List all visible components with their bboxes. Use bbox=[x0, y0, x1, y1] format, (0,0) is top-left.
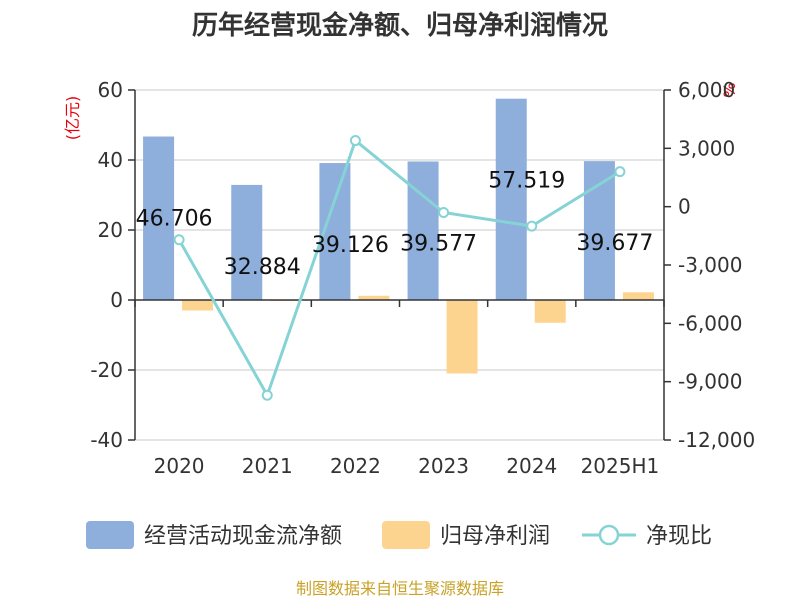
right-tick-label: 0 bbox=[678, 195, 691, 219]
x-tick-label: 2024 bbox=[506, 454, 557, 478]
left-tick-label: 40 bbox=[98, 148, 123, 172]
gridlines bbox=[135, 89, 664, 441]
right-tick-label: -6,000 bbox=[678, 311, 742, 335]
right-tick-label: 6,000 bbox=[678, 78, 735, 102]
cashflow-bar bbox=[231, 184, 263, 300]
ratio-point bbox=[526, 220, 538, 232]
net-profit-bar bbox=[358, 295, 390, 300]
left-tick-label: 0 bbox=[110, 288, 123, 312]
ratio-point bbox=[173, 234, 185, 246]
x-tick-label: 2023 bbox=[418, 454, 469, 478]
cashflow-bar bbox=[407, 161, 439, 300]
ratio-point bbox=[261, 389, 273, 401]
right-axis-unit: % bbox=[720, 82, 739, 97]
left-tick-label: -40 bbox=[90, 428, 123, 452]
right-tick-label: -3,000 bbox=[678, 253, 742, 277]
left-tick-label: 60 bbox=[98, 78, 123, 102]
left-tick-label: 20 bbox=[98, 218, 123, 242]
cashflow-value-label: 46.706 bbox=[136, 207, 213, 232]
cashflow-value-label: 32.884 bbox=[224, 255, 301, 280]
chart-title: 历年经营现金净额、归母净利润情况 bbox=[192, 10, 608, 41]
ratio-point bbox=[349, 135, 361, 147]
net-profit-bar bbox=[446, 300, 478, 374]
right-tick-label: -12,000 bbox=[678, 428, 755, 452]
legend-swatch-net-profit bbox=[382, 521, 430, 549]
x-tick-label: 2020 bbox=[154, 454, 205, 478]
left-axis-unit: (亿元) bbox=[63, 96, 82, 141]
cashflow-value-label: 57.519 bbox=[488, 169, 565, 194]
legend-label-cashflow: 经营活动现金流净额 bbox=[144, 524, 342, 549]
left-tick-label: -20 bbox=[90, 358, 123, 382]
tick-labels: 60 40 20 0 -20 -40 6,000 3,000 0 -3,000 -6,000 -9,0… bbox=[90, 78, 755, 478]
axes bbox=[128, 89, 671, 441]
cashflow-bar bbox=[495, 98, 527, 300]
right-tick-label: 3,000 bbox=[678, 136, 735, 160]
x-tick-label: 2022 bbox=[330, 454, 381, 478]
legend: 经营活动现金流净额 归母净利润 净现比 bbox=[86, 521, 712, 549]
legend-label-net-profit: 归母净利润 bbox=[440, 524, 550, 549]
ratio-line bbox=[173, 135, 626, 401]
net-profit-bar bbox=[622, 292, 654, 300]
cashflow-bar bbox=[143, 136, 175, 300]
data-labels: 46.706 32.884 39.126 39.577 57.519 39.677 bbox=[136, 169, 654, 280]
legend-marker-ratio bbox=[598, 524, 620, 546]
net-profit-bar bbox=[534, 300, 566, 323]
x-tick-label: 2025H1 bbox=[581, 454, 660, 478]
cashflow-value-label: 39.126 bbox=[312, 233, 389, 258]
legend-swatch-cashflow bbox=[86, 521, 134, 549]
cashflow-value-label: 39.677 bbox=[576, 231, 653, 256]
ratio-line-path bbox=[177, 138, 621, 399]
source-note: 制图数据来自恒生聚源数据库 bbox=[296, 579, 504, 598]
cashflow-value-label: 39.577 bbox=[400, 231, 477, 256]
ratio-point bbox=[614, 166, 626, 178]
x-tick-label: 2021 bbox=[242, 454, 293, 478]
net-profit-bar bbox=[182, 300, 214, 311]
right-tick-label: -9,000 bbox=[678, 370, 742, 394]
ratio-point bbox=[438, 207, 450, 218]
legend-label-ratio: 净现比 bbox=[646, 524, 712, 549]
